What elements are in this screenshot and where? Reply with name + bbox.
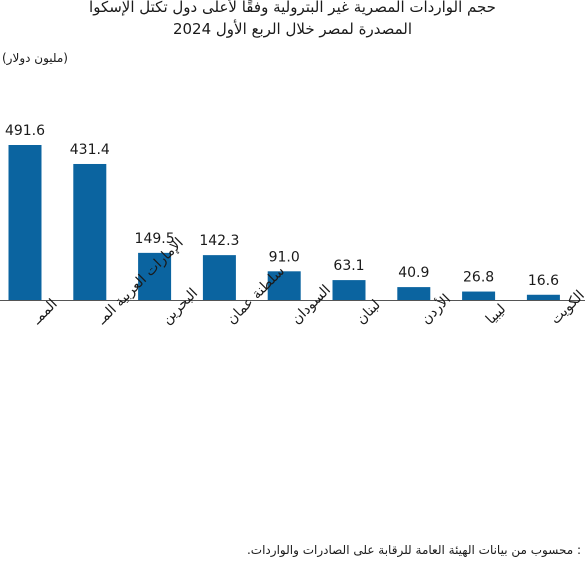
x-tick-label: الممـ	[29, 296, 61, 328]
bar-value-label: 142.3	[199, 233, 239, 249]
source-text: محسوب من بيانات الهيئة العامة للرقابة عل…	[246, 543, 574, 557]
bar-value-label: 431.4	[70, 142, 110, 158]
x-tick-label: الكويت	[548, 287, 585, 327]
bar-value-label: 91.0	[269, 249, 300, 265]
bar-value-label: 26.8	[463, 270, 494, 286]
bar	[138, 252, 172, 300]
bar	[397, 287, 431, 300]
bar-value-label: 149.5	[135, 231, 175, 247]
bar	[202, 255, 236, 300]
bar	[332, 280, 366, 300]
bar-value-label: 16.6	[528, 273, 559, 289]
bar	[73, 163, 107, 300]
x-tick-label: ليبيا	[483, 301, 509, 327]
bar-value-label: 40.9	[398, 265, 429, 281]
source-note: : محسوب من بيانات الهيئة العامة للرقابة …	[247, 543, 581, 557]
x-tick-label: لبنان	[353, 297, 384, 328]
bar	[526, 294, 560, 300]
bar	[267, 271, 301, 300]
bar-value-label: 63.1	[333, 258, 364, 274]
chart-title-line1: حجم الواردات المصرية غير البترولية وفقًا…	[89, 0, 496, 16]
unit-label: (مليون دولار)	[2, 51, 68, 65]
chart-title-line2: المصدرة لمصر خلال الربع الأول 2024	[172, 20, 413, 38]
source-marker: :	[576, 543, 581, 557]
bar-value-label: 491.6	[5, 123, 45, 139]
chart-title: حجم الواردات المصرية غير البترولية وفقًا…	[0, 0, 585, 40]
bar	[8, 145, 42, 300]
bar	[462, 291, 496, 300]
